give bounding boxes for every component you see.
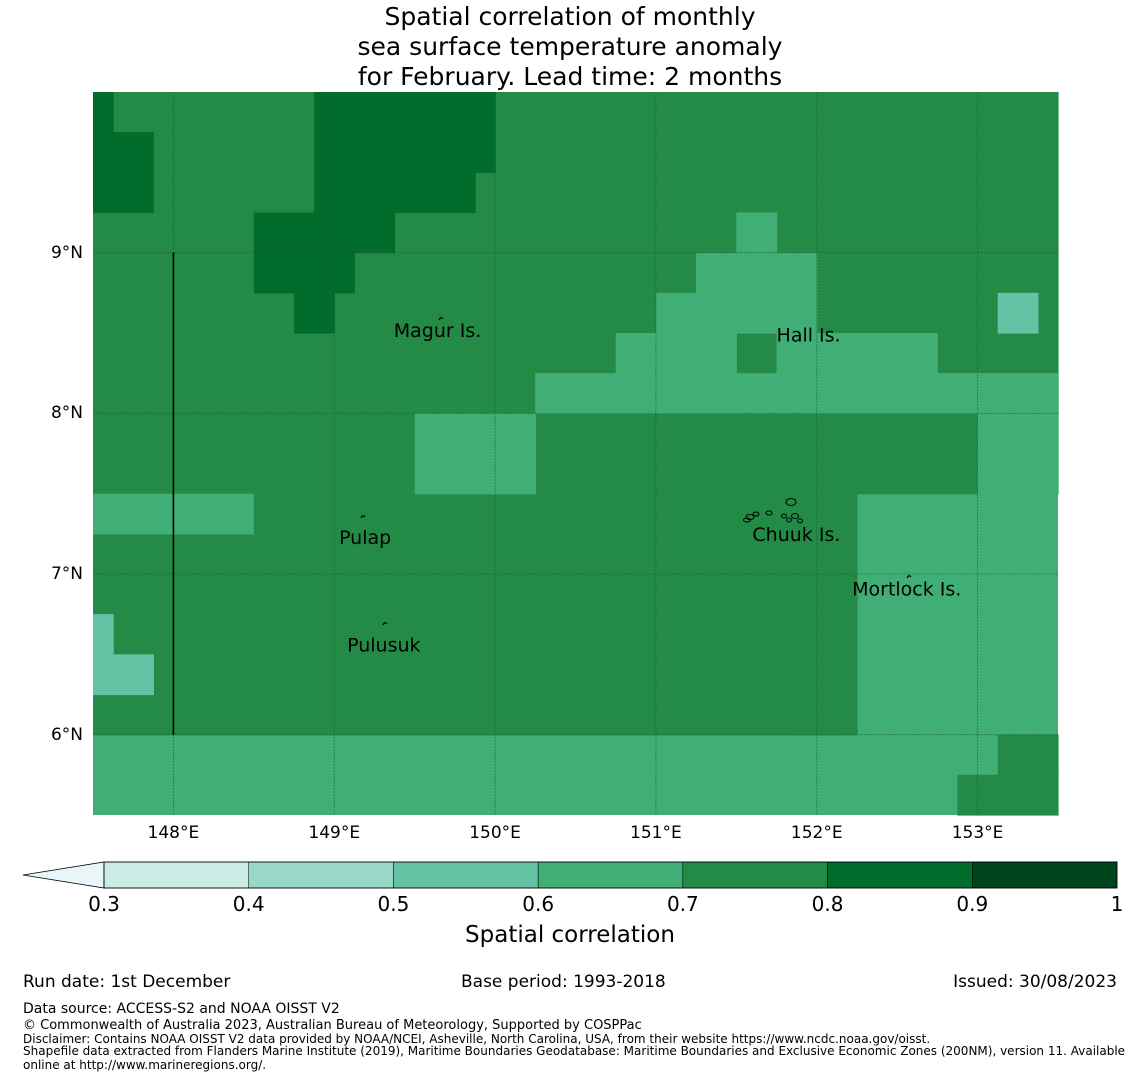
island-outline	[765, 510, 773, 516]
colorbar-frame	[103, 861, 1118, 889]
correlation-cell	[997, 734, 1059, 776]
island-outline	[781, 513, 787, 519]
shapefile-credit-2: online at http://www.marineregions.org/.	[23, 1058, 267, 1072]
correlation-cell	[93, 614, 114, 655]
correlation-cell	[93, 654, 154, 696]
issued-date: Issued: 30/08/2023	[953, 972, 1117, 992]
run-date: Run date: 1st December	[23, 972, 231, 992]
colorbar-bin	[827, 861, 973, 889]
colorbar-tick-label: 0.3	[88, 892, 120, 916]
colorbar-bin	[248, 861, 394, 889]
correlation-cell	[93, 92, 1059, 495]
place-label: Hall Is.	[777, 325, 841, 347]
longitude-tick-label: 153°E	[951, 823, 1004, 843]
island-outline	[752, 511, 760, 517]
correlation-cell	[776, 252, 818, 374]
data-source: Data source: ACCESS-S2 and NOAA OISST V2	[23, 1001, 340, 1017]
title-line-1: Spatial correlation of monthly	[384, 2, 756, 31]
latitude-tick-label: 6°N	[50, 724, 83, 745]
colorbar-bin	[393, 861, 539, 889]
correlation-cell	[535, 373, 617, 414]
place-label: Mortlock Is.	[852, 578, 961, 600]
correlation-cell	[736, 212, 778, 254]
longitude-tick-label: 148°E	[147, 823, 200, 843]
correlation-cell	[314, 172, 396, 254]
longitude-tick-label: 150°E	[469, 823, 521, 843]
longitude-tick-label: 152°E	[790, 823, 843, 843]
colorbar-tick-label: 0.6	[522, 892, 555, 916]
chart-title: Spatial correlation of monthly sea surfa…	[0, 2, 1140, 92]
place-label: Pulusuk	[347, 635, 420, 657]
title-line-2: sea surface temperature anomaly	[357, 32, 783, 61]
latitude-tick-label: 7°N	[50, 564, 83, 584]
base-period: Base period: 1993-2018	[461, 972, 666, 992]
correlation-cell	[93, 132, 154, 214]
correlation-cell	[93, 493, 175, 535]
colorbar-tick-label: 0.9	[956, 892, 989, 916]
island-outline	[382, 622, 388, 626]
correlation-cell	[937, 373, 979, 414]
disclaimer: Disclaimer: Contains NOAA OISST V2 data …	[23, 1032, 931, 1046]
place-label: Magur Is.	[394, 320, 482, 342]
colorbar-tick-label: 0.7	[666, 892, 699, 916]
colorbar-bin	[537, 861, 684, 889]
colorbar-tick-label: 0.4	[232, 892, 265, 916]
island-outline	[438, 317, 444, 321]
shapefile-credit-1: Shapefile data extracted from Flanders M…	[23, 1044, 1126, 1058]
longitude-tick-label: 149°E	[308, 823, 361, 843]
island-outline	[785, 498, 797, 506]
correlation-cell	[977, 413, 1059, 495]
correlation-cell	[655, 292, 778, 334]
colorbar-tick-label: 0.8	[811, 892, 844, 916]
correlation-cell	[394, 172, 476, 214]
correlation-cell	[957, 774, 1059, 816]
island-outline	[786, 517, 792, 523]
correlation-cell	[997, 292, 1039, 334]
place-label: Pulap	[339, 527, 391, 549]
latitude-tick-label: 9°N	[50, 242, 83, 263]
correlation-cell	[816, 373, 858, 414]
correlation-cell	[696, 252, 778, 294]
correlation-cell	[816, 333, 938, 374]
correlation-cell	[93, 92, 114, 133]
island-outline	[791, 513, 799, 519]
correlation-cell	[615, 333, 737, 414]
island-outline	[743, 517, 751, 523]
correlation-cell	[173, 493, 255, 535]
colorbar-bin	[972, 861, 1118, 889]
colorbar-bin	[682, 861, 828, 889]
colorbar-extend-arrow	[22, 861, 105, 889]
copyright: © Commonwealth of Australia 2023, Austra…	[23, 1018, 642, 1033]
title-line-3: for February. Lead time: 2 months	[357, 62, 783, 91]
colorbar-tick-label: 0.5	[377, 892, 410, 916]
island-outline	[906, 575, 912, 579]
colorbar-label: Spatial correlation	[465, 922, 675, 948]
latitude-tick-label: 8°N	[50, 403, 83, 424]
island-outline	[360, 515, 366, 519]
island-outline	[797, 518, 803, 524]
colorbar-bin	[103, 861, 249, 889]
colorbar-tick-label: 1	[1110, 892, 1124, 916]
longitude-tick-label: 151°E	[630, 823, 682, 843]
correlation-cell	[414, 413, 536, 495]
correlation-cell	[394, 92, 496, 173]
place-label: Chuuk Is.	[752, 524, 840, 546]
correlation-cell	[856, 373, 938, 414]
